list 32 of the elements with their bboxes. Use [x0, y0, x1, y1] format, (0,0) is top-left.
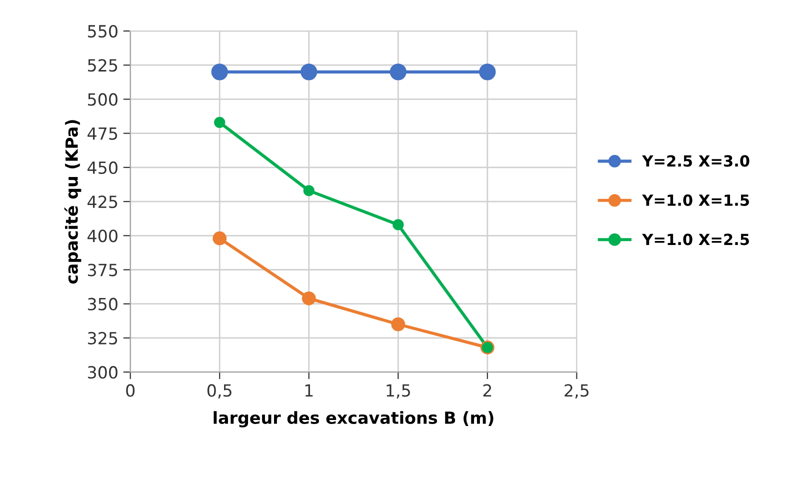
y-tick-label: 500: [88, 93, 118, 106]
x-tick-label: 1,5: [386, 384, 410, 398]
point: [391, 317, 406, 332]
y-tick-label: 525: [88, 59, 118, 72]
x-axis-title: largeur des excavations B (m): [214, 411, 494, 428]
y-axis-title: capacité qu (KPa): [64, 120, 82, 284]
point: [390, 64, 406, 80]
point: [479, 64, 496, 80]
y-tick-label: 300: [88, 366, 118, 379]
x-tick-label: 1: [305, 384, 313, 397]
y-tick-label: 475: [88, 128, 118, 140]
x-tick-label: 2,5: [564, 384, 588, 398]
point: [214, 116, 226, 128]
legend-label: Y=1.0 X=1.5: [642, 194, 749, 206]
y-tick-label: 450: [88, 161, 118, 174]
legend-label: Y=1.0 X=2.5: [642, 234, 749, 246]
point: [212, 231, 227, 246]
y-tick-label: 325: [88, 332, 118, 345]
x-tick-label: 0,5: [207, 384, 232, 398]
y-tick-label: 400: [88, 230, 118, 242]
x-tick-label: 0: [126, 384, 135, 397]
y-tick-label: 425: [88, 195, 118, 208]
point: [303, 185, 314, 196]
x-tick-label: 2: [483, 384, 492, 397]
legend-label: Y=2.5 X=3.0: [642, 155, 750, 167]
y-tick-label: 350: [88, 298, 118, 310]
point: [392, 219, 404, 230]
point: [211, 64, 228, 80]
point: [300, 64, 318, 80]
y-tick-label: 375: [88, 264, 118, 276]
y-tick-label: 550: [88, 24, 118, 38]
point: [302, 291, 316, 306]
